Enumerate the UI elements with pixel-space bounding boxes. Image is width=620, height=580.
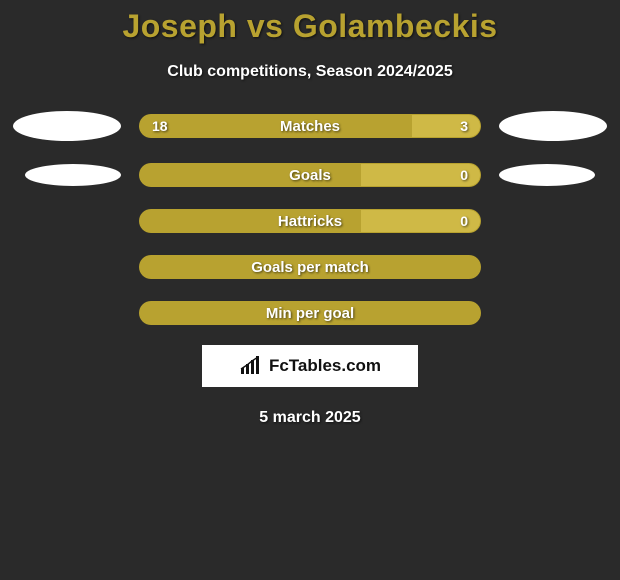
player-left-oval [25, 164, 121, 186]
stat-bar: Goals 0 [139, 163, 481, 187]
bar-left-fill [140, 302, 480, 324]
stat-bar: Hattricks 0 [139, 209, 481, 233]
stat-row-gpm: Goals per match [0, 255, 620, 279]
brand-text: FcTables.com [269, 356, 381, 376]
bar-left-fill [140, 164, 361, 186]
stat-row-goals: Goals 0 [0, 163, 620, 187]
stat-row-hattricks: Hattricks 0 [0, 209, 620, 233]
page-title: Joseph vs Golambeckis [0, 8, 620, 45]
bar-right-fill [412, 115, 480, 137]
comparison-infographic: Joseph vs Golambeckis Club competitions,… [0, 0, 620, 427]
bar-left-fill [140, 115, 412, 137]
stat-bar: Min per goal [139, 301, 481, 325]
date-text: 5 march 2025 [0, 409, 620, 427]
bar-left-fill [140, 256, 480, 278]
player-left-oval [13, 111, 121, 141]
player-right-oval [499, 164, 595, 186]
bar-chart-icon [239, 356, 263, 376]
stat-value-right: 0 [460, 164, 468, 186]
stat-value-left: 18 [152, 115, 168, 137]
player-right-oval [499, 111, 607, 141]
stat-value-right: 0 [460, 210, 468, 232]
stat-bar: 18 Matches 3 [139, 114, 481, 138]
stat-bar: Goals per match [139, 255, 481, 279]
bar-left-fill [140, 210, 361, 232]
brand-box: FcTables.com [202, 345, 418, 387]
stat-rows: 18 Matches 3 Goals 0 [0, 111, 620, 325]
stat-row-matches: 18 Matches 3 [0, 111, 620, 141]
stat-row-mpg: Min per goal [0, 301, 620, 325]
page-subtitle: Club competitions, Season 2024/2025 [0, 63, 620, 81]
stat-value-right: 3 [460, 115, 468, 137]
